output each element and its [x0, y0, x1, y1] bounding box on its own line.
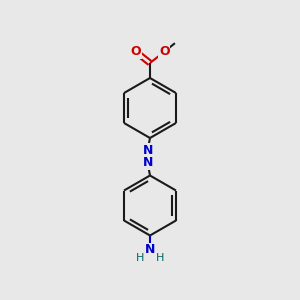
- Text: H: H: [136, 253, 145, 263]
- Text: O: O: [130, 45, 141, 58]
- Text: N: N: [145, 243, 155, 256]
- Text: N: N: [142, 144, 153, 157]
- Text: H: H: [155, 253, 164, 263]
- Text: N: N: [142, 156, 153, 170]
- Text: O: O: [159, 45, 170, 58]
